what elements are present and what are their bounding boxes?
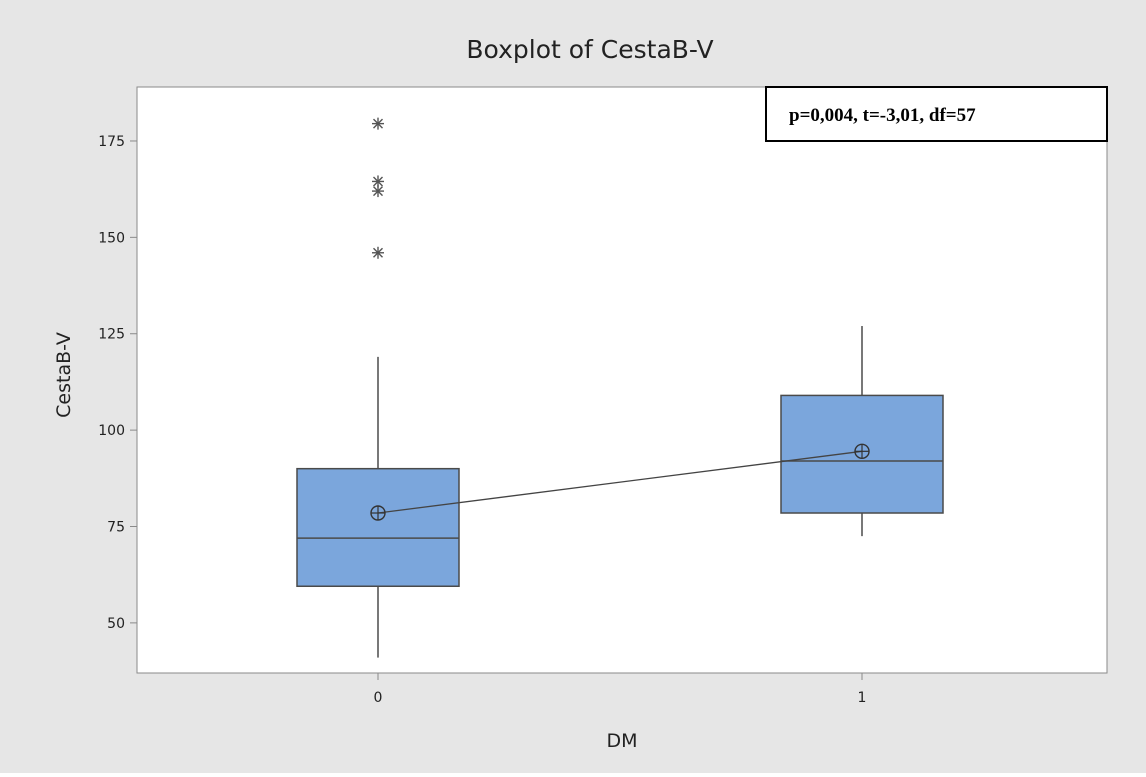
mean-connect-line [377,450,863,514]
annotation-text: p=0,004, t=-3,01, df=57 [789,105,976,126]
outlier-point [372,185,384,198]
y-tick-label: 150 [98,230,125,246]
outlier-point [372,246,384,259]
y-axis-label: CestaB-V [53,332,75,418]
chart-title: Boxplot of CestaB-V [466,35,713,64]
outlier-point [372,117,384,130]
x-tick-label: 1 [858,690,867,706]
x-tick-label: 0 [374,690,383,706]
annotation-box: p=0,004, t=-3,01, df=57 [765,86,1108,142]
x-axis-label: DM [606,730,637,752]
mean-marker-1 [854,443,870,460]
axis-ticks: 50 75 100 125 150 175 0 1 [98,134,866,706]
outlier-point [372,175,384,188]
y-tick-label: 75 [107,520,125,536]
y-tick-label: 175 [98,134,125,150]
box-group-0 [296,117,460,658]
y-tick-label: 125 [98,327,125,343]
y-tick-label: 100 [98,423,125,439]
plot-area [136,86,1108,674]
mean-marker-0 [370,505,386,521]
y-tick-label: 50 [107,616,125,632]
chart-marks [296,117,944,658]
box-iqr [296,467,460,588]
